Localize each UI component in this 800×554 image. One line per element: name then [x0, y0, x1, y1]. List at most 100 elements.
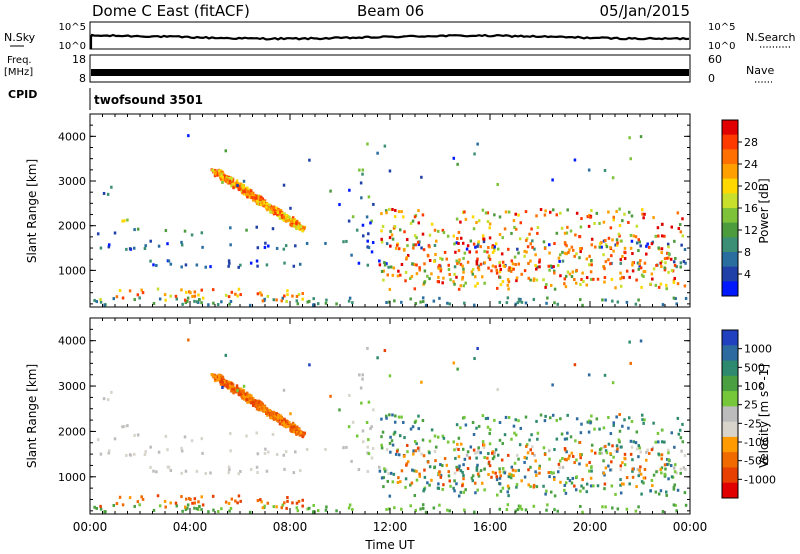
power-cell — [276, 212, 279, 216]
velocity-cell — [423, 475, 427, 479]
velocity-cell — [400, 507, 403, 511]
power-cell — [360, 196, 363, 200]
power-cell — [585, 276, 589, 280]
velocity-cell — [430, 428, 434, 432]
velocity-cell — [152, 469, 155, 473]
velocity-cell — [292, 471, 296, 475]
power-cell — [491, 264, 495, 268]
power-cell — [652, 216, 655, 220]
power-cell — [404, 270, 408, 274]
velocity-cell — [673, 445, 676, 449]
velocity-cell — [514, 433, 518, 437]
velocity-cell — [461, 447, 465, 451]
velocity-cell — [631, 467, 634, 471]
velocity-cell — [335, 509, 338, 513]
power-cell — [275, 298, 278, 302]
velocity-cell — [360, 401, 363, 405]
power-cell — [461, 277, 464, 281]
power-colorbar-tick-label: 16 — [744, 202, 758, 215]
velocity-cell — [324, 508, 328, 512]
velocity-cell — [561, 456, 564, 460]
velocity-cell — [236, 389, 239, 393]
power-cell — [185, 290, 188, 294]
power-cell — [383, 144, 387, 148]
velocity-cell — [514, 469, 517, 473]
velocity-cell — [560, 432, 564, 436]
power-cell — [411, 262, 414, 266]
velocity-cell — [448, 479, 451, 483]
power-cell — [261, 197, 265, 201]
velocity-cell — [579, 431, 583, 435]
power-cell — [355, 228, 359, 232]
velocity-cell — [652, 473, 656, 477]
power-cell — [544, 209, 547, 213]
velocity-cell — [555, 418, 559, 422]
velocity-cell — [350, 459, 353, 463]
velocity-cell — [512, 474, 515, 478]
velocity-cell — [528, 438, 531, 442]
power-cell — [496, 247, 500, 251]
power-cell — [295, 227, 298, 231]
power-cell — [568, 248, 571, 252]
velocity-cell — [603, 373, 607, 377]
velocity-cell — [618, 429, 622, 433]
velocity-cell — [456, 442, 459, 446]
velocity-cell — [593, 451, 597, 455]
power-cell — [260, 201, 264, 205]
power-cell — [282, 183, 286, 187]
power-cell — [679, 261, 683, 265]
velocity-cell — [579, 504, 582, 508]
power-cell — [184, 301, 188, 305]
power-cell — [166, 242, 169, 246]
power-cell — [628, 275, 631, 279]
velocity-cell — [141, 497, 145, 501]
velocity-cell — [265, 411, 268, 415]
power-cell — [421, 296, 425, 300]
velocity-cell — [660, 466, 664, 470]
power-cell — [281, 215, 284, 219]
power-cell — [433, 228, 437, 232]
velocity-cell — [680, 449, 683, 453]
power-cell — [603, 267, 606, 271]
power-cell — [305, 241, 309, 245]
power-cell — [619, 284, 623, 288]
velocity-cell — [164, 505, 167, 509]
velocity-cell — [469, 445, 473, 449]
velocity-colorbar-tick-label: 1000 — [744, 343, 772, 356]
velocity-cell — [512, 424, 516, 428]
power-cell — [623, 256, 627, 260]
power-cell — [493, 245, 496, 249]
nave-tick-top: 60 — [708, 53, 722, 66]
velocity-cell — [650, 448, 654, 452]
power-cell — [498, 270, 502, 274]
power-cell — [640, 285, 643, 289]
velocity-cell — [588, 469, 591, 473]
power-cell — [524, 210, 528, 214]
velocity-cell — [477, 470, 481, 474]
power-cell — [589, 277, 593, 281]
power-cell — [468, 250, 472, 254]
station-title: Dome C East (fitACF) — [92, 2, 250, 20]
power-cell — [292, 224, 295, 228]
velocity-cell — [491, 451, 494, 455]
velocity-cell — [514, 418, 518, 422]
velocity-cell — [536, 437, 539, 441]
velocity-cell — [376, 356, 379, 360]
velocity-cell — [458, 464, 461, 468]
power-cell — [552, 269, 556, 273]
power-cell — [598, 245, 602, 249]
velocity-cell — [436, 486, 440, 490]
velocity-cell — [507, 494, 510, 498]
power-cell — [183, 298, 187, 302]
power-cell — [167, 259, 171, 263]
power-cell — [397, 269, 400, 273]
velocity-cell — [221, 386, 224, 390]
power-cell — [534, 264, 537, 268]
power-cell — [642, 270, 646, 274]
velocity-cell — [453, 479, 456, 483]
velocity-cell — [257, 408, 261, 412]
velocity-cell — [615, 444, 619, 448]
velocity-cell — [524, 415, 528, 419]
power-cell — [348, 296, 352, 300]
velocity-cell — [638, 446, 641, 450]
